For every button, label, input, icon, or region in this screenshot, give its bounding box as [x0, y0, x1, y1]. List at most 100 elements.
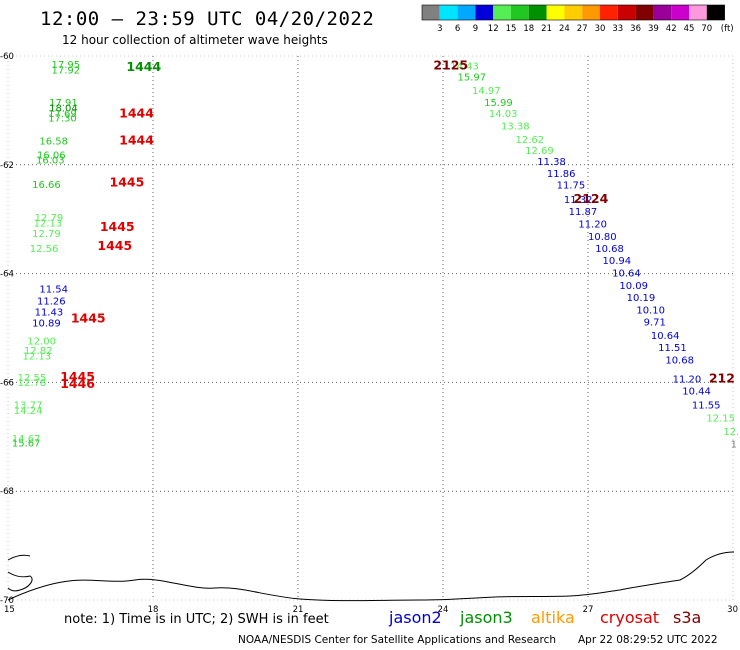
- wave-height-label: 12.78: [18, 378, 47, 389]
- colorbar-label: 21: [541, 24, 552, 34]
- wave-height-label: 16.06: [37, 150, 66, 161]
- wave-height-label: 12.55: [18, 373, 47, 384]
- wave-height-label: 17.95: [52, 60, 81, 71]
- lon-tick-label: 27: [583, 605, 594, 615]
- lat-tick-label: -70: [0, 596, 14, 606]
- wave-height-label: 10.68: [595, 244, 624, 255]
- page-title: 12:00 – 23:59 UTC 04/20/2022: [40, 8, 375, 30]
- lat-lon-grid: [7, 55, 734, 601]
- wave-height-label: 15.67: [12, 439, 41, 450]
- wave-height-label: 10.94: [603, 256, 632, 267]
- wave-height-label: 13.38: [501, 121, 530, 132]
- wave-height-label: 10.09: [619, 281, 648, 292]
- color-swatch: [475, 5, 494, 20]
- lat-tick-label: -64: [0, 270, 14, 280]
- coastline-west: [7, 578, 496, 602]
- lon-tick-label: 24: [438, 605, 449, 615]
- colorbar-label: 24: [559, 24, 570, 34]
- color-swatch: [635, 5, 654, 20]
- wave-height-label: 11.51: [658, 343, 687, 354]
- coastline-shelf: [7, 554, 31, 561]
- wave-height-label: 16.58: [39, 137, 68, 148]
- color-swatch: [617, 5, 636, 20]
- wave-height-label: 15.97: [458, 72, 487, 83]
- wave-height-label: 11.54: [39, 285, 68, 296]
- colorbar-label: 36: [630, 24, 641, 34]
- wave-height-label: 11.86: [547, 169, 576, 180]
- colorbar-label: 3: [437, 24, 442, 34]
- wave-height-label: 12.15: [706, 414, 735, 425]
- wave-height-label: 1: [731, 440, 737, 451]
- credit-line: NOAA/NESDIS Center for Satellite Applica…: [238, 634, 556, 646]
- wave-height-label: 11.87: [569, 207, 598, 218]
- pass-time-label: 1445: [60, 369, 95, 384]
- map-frame: [7, 55, 734, 601]
- pass-time-label: 1444: [119, 105, 154, 120]
- wave-height-label: 17.69: [48, 109, 77, 120]
- legend-s3a: s3a: [673, 608, 702, 627]
- wave-height-label: 14.67: [12, 434, 41, 445]
- coastline-inlet: [7, 571, 33, 592]
- colorbar-label: 39: [648, 24, 659, 34]
- wave-height-label: 12.56: [30, 244, 59, 255]
- colorbar-label: 15: [506, 24, 517, 34]
- wave-height-label: 14.43: [450, 62, 479, 73]
- pass-time-label: 212: [709, 370, 735, 385]
- wave-height-label: 15.99: [484, 98, 513, 109]
- colorbar-frame: [421, 4, 725, 21]
- wave-height-label: 11.26: [37, 297, 66, 308]
- wave-height-label: 16.03: [36, 156, 65, 167]
- lon-tick-label: 21: [293, 605, 304, 615]
- colorbar-label: 27: [577, 24, 588, 34]
- color-swatch: [422, 5, 440, 20]
- colorbar-label: 42: [666, 24, 677, 34]
- colorbar-label: 70: [701, 24, 712, 34]
- wave-height-label: 13.77: [14, 401, 43, 412]
- credit-date: Apr 22 08:29:52 UTC 2022: [578, 634, 718, 646]
- colorbar-label: 33: [612, 24, 623, 34]
- pass-time-label: 1444: [126, 59, 161, 74]
- wave-height-label: 11.75: [557, 181, 586, 192]
- track-cryosat: 16.5816.0616.0316.6612.7912.1312.7912.56…: [12, 105, 154, 449]
- wave-height-label: 12.5: [723, 427, 740, 438]
- wave-height-label: 11.38: [537, 157, 566, 168]
- wave-height-label: 16.66: [32, 180, 61, 191]
- wave-height-label: 10.19: [627, 293, 656, 304]
- wave-height-label: 17.30: [48, 113, 77, 124]
- colorbar-label: 18: [523, 24, 534, 34]
- wave-height-label: 11.32: [564, 195, 593, 206]
- color-swatch: [457, 5, 476, 20]
- color-swatch: [528, 5, 547, 20]
- wave-height-label: 12.62: [516, 135, 545, 146]
- wave-height-label: 11.55: [692, 401, 721, 412]
- wave-height-label: 12.00: [27, 336, 56, 347]
- lat-tick-label: -68: [0, 487, 14, 497]
- wave-height-label: 14.03: [489, 109, 518, 120]
- pass-time-label: 1445: [100, 219, 135, 234]
- colorbar-unit: (ft): [721, 24, 734, 34]
- wave-height-label: 10.10: [636, 305, 665, 316]
- wave-height-label: 11.43: [35, 307, 64, 318]
- wave-height-label: 12.79: [35, 213, 64, 224]
- antarctic-coastline: [7, 551, 735, 602]
- lat-tick-label: -66: [0, 378, 14, 388]
- color-swatch: [546, 5, 565, 20]
- wave-height-label: 10.64: [612, 268, 641, 279]
- footer-note: note: 1) Time is in UTC; 2) SWH is in fe…: [64, 612, 329, 627]
- wave-height-label: 14.97: [472, 86, 501, 97]
- pass-time-label: 2124: [574, 191, 609, 206]
- coastline-east: [494, 551, 735, 598]
- page-subtitle: 12 hour collection of altimeter wave hei…: [62, 33, 328, 47]
- wave-height-label: 10.80: [588, 232, 617, 243]
- wave-height-label: 18.04: [49, 103, 78, 114]
- color-swatch: [600, 5, 618, 20]
- colorbar-label: 9: [473, 24, 478, 34]
- colorbar-label: 12: [488, 24, 499, 34]
- lat-tick-label: -60: [0, 52, 14, 62]
- color-scale-bar: 3 6 9 12 15 18 21 24 27 30 33 36 39 42 45 70 (ft): [421, 4, 734, 34]
- wave-height-label: 10.64: [651, 331, 680, 342]
- wave-height-label: 10.68: [665, 355, 694, 366]
